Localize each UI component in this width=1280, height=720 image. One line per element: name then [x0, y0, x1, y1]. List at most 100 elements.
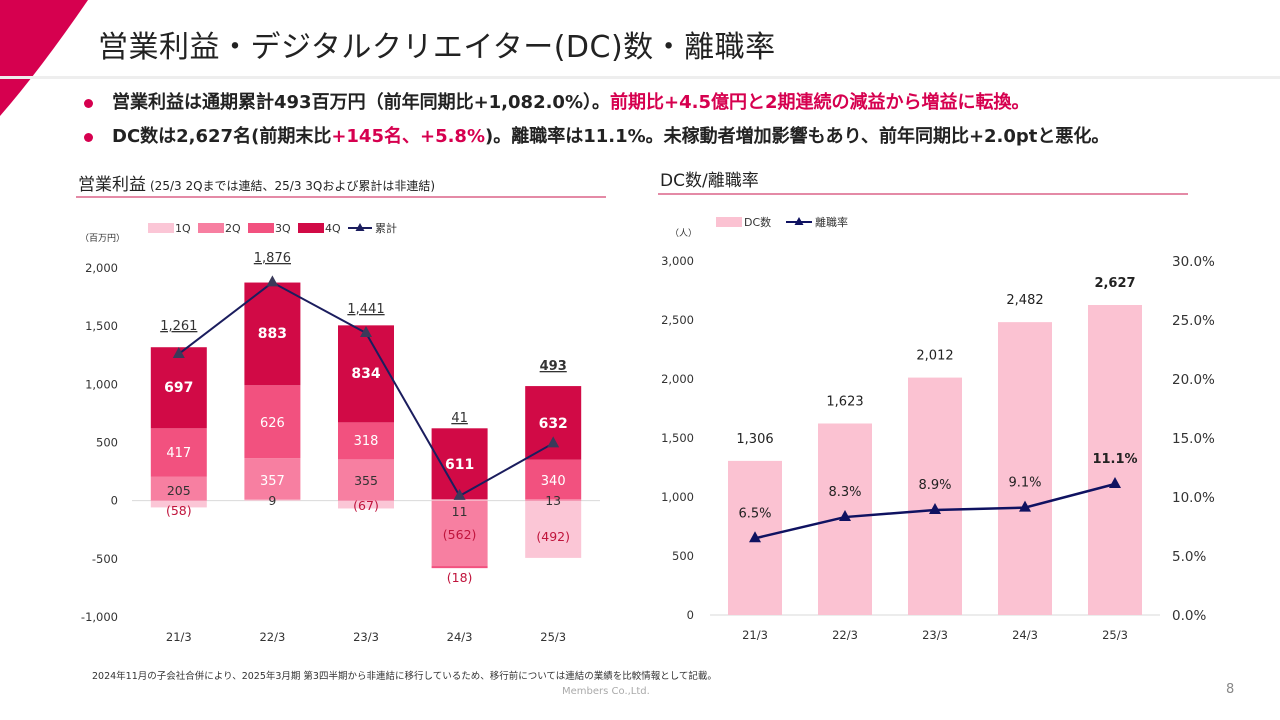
legend-marker: [355, 223, 365, 231]
bar-data-label: (67): [353, 498, 379, 513]
x-tick-label: 21/3: [166, 630, 192, 644]
legend-swatch: [248, 223, 274, 233]
dc-bar: [1088, 305, 1142, 615]
bar-data-label: 357: [260, 474, 285, 489]
summary-bullets: 営業利益は通期累計493百万円（前年同期比+1,082.0%）。前期比+4.5億…: [82, 88, 1109, 156]
y-tick-label: 1,500: [85, 319, 118, 333]
y-tick-label-right: 25.0%: [1172, 313, 1215, 329]
bar-data-label: (18): [447, 570, 473, 585]
y-tick-label: 500: [96, 436, 118, 450]
bar-segment: [338, 500, 394, 509]
y-tick-label-right: 0.0%: [1172, 608, 1206, 624]
turnover-rate-label: 9.1%: [1008, 476, 1041, 491]
section-title-dc: DC数/離職率: [660, 171, 759, 191]
turnover-rate-label: 8.3%: [828, 485, 861, 500]
cumulative-marker: [360, 326, 372, 338]
dc-count-turnover-chart: （人） 3,000 2,500 2,000 1,500 1,000 500 0 30.0% 25.…: [661, 215, 1215, 642]
cumulative-total-label: 1,441: [347, 302, 384, 317]
bar-data-label: 417: [166, 446, 191, 461]
bullet-text: 営業利益は通期累計493百万円（前年同期比+1,082.0%）。: [112, 92, 610, 113]
x-tick-label: 23/3: [353, 630, 379, 644]
y-tick-label: 0: [111, 494, 118, 508]
bar-data-label: 205: [167, 483, 191, 498]
y-tick-label-right: 30.0%: [1172, 254, 1215, 270]
cumulative-marker: [172, 346, 185, 358]
turnover-rate-marker: [1019, 500, 1031, 512]
bar-data-label: 9: [268, 493, 276, 508]
dc-bar-label: 2,627: [1094, 276, 1135, 291]
y-tick-label-left: 0: [687, 608, 694, 622]
cumulative-total-label: 41: [451, 411, 468, 426]
cumulative-marker: [453, 488, 466, 500]
dc-bar: [908, 377, 962, 615]
y-tick-label: 1,000: [85, 377, 118, 391]
turnover-rate-marker: [929, 502, 941, 514]
corner-decoration: [0, 0, 88, 116]
title-divider: [0, 76, 1280, 79]
page-title: 営業利益・デジタルクリエイター(DC)数・離職率: [98, 30, 776, 65]
y-tick-label-left: 500: [672, 549, 694, 563]
cumulative-marker: [547, 436, 560, 448]
turnover-rate-marker: [749, 531, 761, 543]
bar-data-label: 11: [452, 504, 468, 519]
bar-segment: [431, 566, 488, 569]
cumulative-total-label: 493: [540, 359, 567, 374]
cumulative-marker: [266, 275, 279, 287]
bar-data-label: 13: [545, 493, 561, 508]
turnover-rate-label: 11.1%: [1092, 452, 1137, 467]
bar-data-label: (562): [443, 527, 477, 542]
y-tick-label-right: 20.0%: [1172, 372, 1215, 388]
turnover-rate-marker: [839, 510, 851, 522]
bar-segment: [525, 499, 582, 501]
legend-label: 3Q: [275, 222, 291, 235]
legend-swatch: [298, 223, 324, 233]
x-tick-label: 24/3: [1012, 628, 1038, 642]
y-tick-label: -500: [92, 552, 118, 566]
section-divider: [658, 193, 1188, 195]
bar-segment: [525, 386, 582, 460]
bar-segment: [525, 500, 582, 558]
operating-profit-chart: （百万円） 2,000 1,500 1,000 500 0 -500 -1,000 1Q 2Q 3Q…: [80, 221, 600, 644]
y-tick-label-right: 10.0%: [1172, 490, 1215, 506]
dc-bar-label: 2,012: [916, 349, 953, 364]
bar-segment: [150, 476, 207, 501]
bullet-dot-icon: [84, 99, 93, 108]
page-number: 8: [1226, 682, 1235, 697]
bar-segment: [150, 500, 207, 508]
bar-data-label: 318: [354, 434, 379, 449]
legend-label: 4Q: [325, 222, 341, 235]
bullet-dc-count: DC数は2,627名(前期末比+145名、+5.8%)。離職率は11.1%。未稼…: [82, 122, 1109, 156]
bullet-text: DC数は2,627名(前期末比: [112, 126, 332, 147]
bullet-operating-profit: 営業利益は通期累計493百万円（前年同期比+1,082.0%）。前期比+4.5億…: [82, 88, 1109, 122]
y-tick-label-right: 5.0%: [1172, 549, 1206, 565]
legend-label: 1Q: [175, 222, 191, 235]
bar-data-label: 626: [260, 416, 285, 431]
turnover-rate-label: 6.5%: [738, 506, 771, 521]
copyright: Members Co.,Ltd.: [562, 686, 650, 697]
y-tick-label-left: 2,500: [661, 313, 694, 327]
bullet-highlight: 前期比+4.5億円と2期連続の減益から増益に転換。: [610, 92, 1030, 113]
x-tick-label: 24/3: [447, 630, 473, 644]
dc-bar-label: 2,482: [1006, 293, 1043, 308]
legend-swatch: [198, 223, 224, 233]
y-tick-label: -1,000: [81, 610, 118, 624]
bullet-dot-icon: [84, 133, 93, 142]
x-tick-label: 23/3: [922, 628, 948, 642]
legend-swatch: [716, 217, 742, 227]
bar-segment: [150, 428, 207, 477]
bar-data-label: 355: [354, 473, 378, 488]
cumulative-total-label: 1,876: [254, 251, 291, 266]
bar-segment: [431, 499, 488, 501]
bar-segment: [244, 385, 301, 459]
bar-segment: [150, 347, 207, 429]
x-tick-label: 25/3: [540, 630, 566, 644]
bar-segment: [431, 500, 488, 567]
section-subtitle: (25/3 2Qまでは連結、25/3 3Qおよび累計は非連結): [150, 179, 436, 193]
y-tick-label-left: 1,500: [661, 431, 694, 445]
bar-data-label: (58): [166, 503, 192, 518]
footnote: 2024年11月の子会社合併により、2025年3月期 第3四半期から非連結に移行…: [92, 671, 717, 682]
bar-data-label: 883: [258, 326, 287, 342]
bar-segment: [338, 325, 394, 423]
dc-bar-label: 1,623: [826, 394, 863, 409]
legend-label: 累計: [375, 221, 397, 235]
